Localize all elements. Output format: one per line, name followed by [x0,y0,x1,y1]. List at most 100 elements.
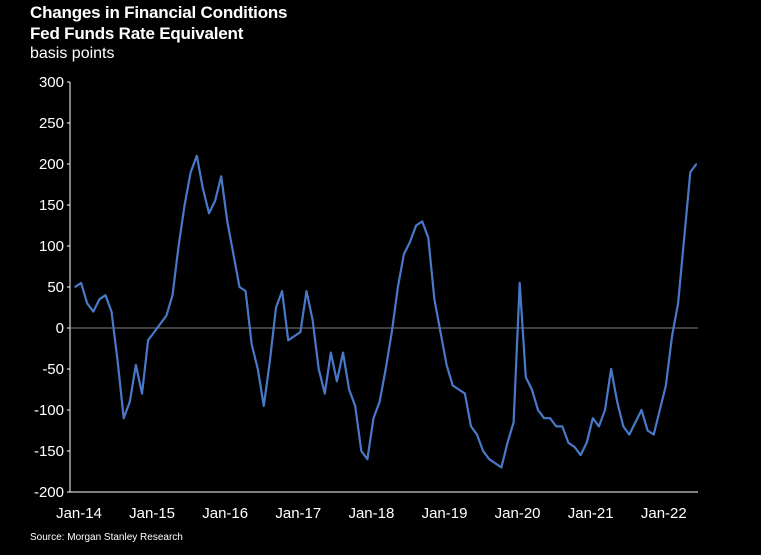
y-tick-label: 250 [39,115,64,132]
data-point [293,335,296,338]
data-point [561,425,564,428]
y-tick-labels: 300 250 200 150 100 50 0 -50 -100 -150 -200 [34,74,70,501]
data-point [573,446,576,448]
data-point [494,462,497,465]
title-block: Changes in Financial Conditions Fed Fund… [30,2,288,64]
data-point [391,331,393,333]
data-point [226,220,229,223]
data-point [360,450,363,452]
data-point [305,290,308,292]
y-tick-label: 150 [39,197,64,214]
y-tick-label: 0 [56,320,64,337]
data-point [592,417,594,420]
x-tick-label: Jan-18 [348,505,394,522]
data-point [397,286,399,288]
data-point [135,364,137,366]
data-point [537,409,539,411]
data-point [208,212,210,214]
data-point [677,302,679,305]
data-point [92,310,95,313]
x-tick-labels: Jan-14 Jan-15 Jan-16 Jan-17 Jan-18 Jan-19 Jan-… [56,505,687,522]
data-point [116,360,119,362]
x-tick-label: Jan-22 [641,505,687,522]
data-point [525,376,527,379]
data-point [579,454,582,456]
data-point [610,368,612,370]
data-point [640,409,643,411]
data-point [482,450,484,452]
data-point [238,286,241,288]
data-point [287,339,290,342]
x-tick-label: Jan-17 [275,505,321,522]
data-point [445,364,448,366]
data-point [488,458,491,461]
data-point [74,286,76,288]
data-point [366,458,369,461]
series-line [74,154,698,469]
data-point [500,466,503,469]
data-point [665,384,667,387]
x-tick-label: Jan-15 [129,505,175,522]
data-point [604,409,606,411]
data-point [220,175,222,178]
data-point [451,384,454,387]
data-point [683,237,685,239]
data-point [427,237,430,239]
data-point [317,368,320,370]
data-point [342,351,344,354]
data-point [458,388,460,391]
data-point [506,442,509,444]
y-tick-label: 200 [39,156,64,173]
data-point [646,429,649,432]
x-tick-label: Jan-19 [422,505,468,522]
data-point [439,331,442,333]
data-point [464,392,466,395]
data-point [555,425,557,428]
data-point [622,425,625,428]
data-point [122,417,125,420]
data-point [634,421,637,424]
data-point [183,204,186,206]
data-point [147,339,149,342]
data-point [470,425,472,428]
data-point [110,310,113,313]
data-point [202,187,204,190]
y-tick-label: -150 [34,443,64,460]
data-point [689,171,692,173]
data-point [269,360,271,362]
data-point [324,392,326,395]
data-point [415,224,417,227]
data-point [86,302,88,305]
y-tick-label: -50 [42,361,64,378]
data-point [671,335,673,338]
data-point [196,155,198,157]
data-point [378,401,381,403]
y-tick-label: -100 [34,402,64,419]
data-point [159,323,162,325]
data-point [98,298,101,301]
data-point [512,421,515,424]
y-axis-unit-label: basis points [30,45,115,62]
data-point [598,425,600,428]
chart-title: Changes in Financial Conditions [30,3,288,22]
data-point [384,368,387,370]
data-point [330,351,332,354]
data-point [165,314,168,317]
x-tick-label: Jan-21 [568,505,614,522]
data-point [549,417,551,420]
x-tick-label: Jan-14 [56,505,102,522]
data-point [409,241,411,243]
data-point [531,388,533,391]
data-point [171,294,174,297]
data-point [263,405,265,407]
data-point [189,171,192,173]
data-point [244,290,247,292]
data-point [250,343,253,346]
data-point [214,200,216,202]
data-point [129,401,131,403]
data-point [695,163,698,165]
data-point [567,442,570,444]
data-point [177,245,180,247]
y-tick-label: 100 [39,238,64,255]
